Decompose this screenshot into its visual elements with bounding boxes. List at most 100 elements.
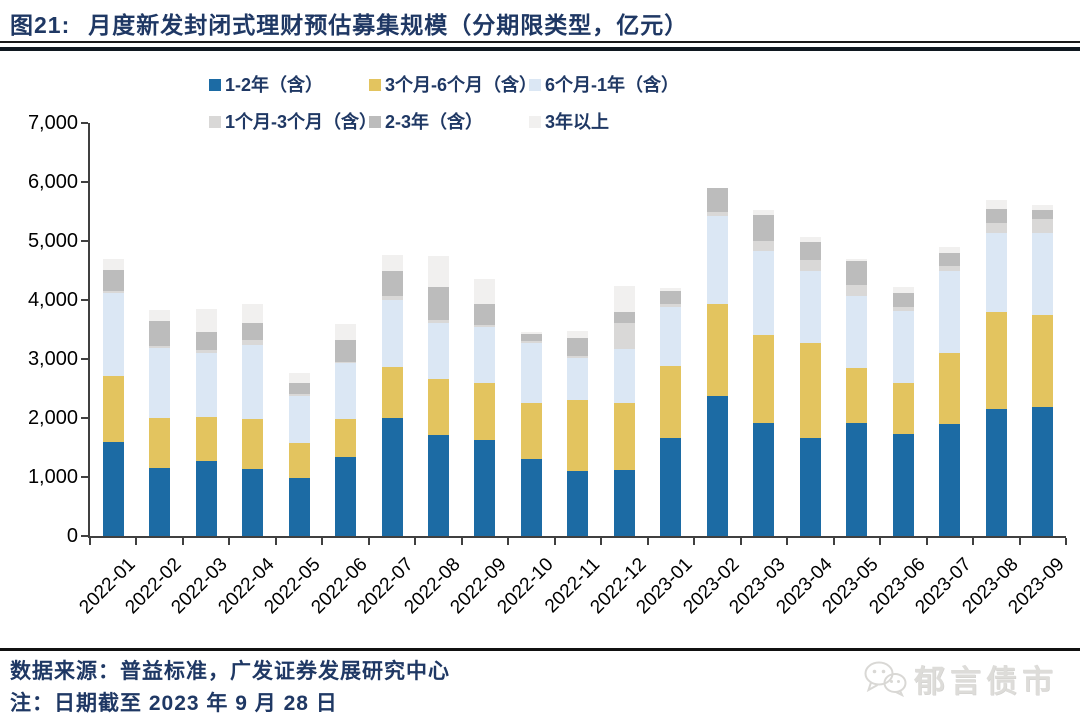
x-tick-mark: [1065, 538, 1067, 545]
y-tick-mark: [81, 240, 88, 242]
legend-item-0: 1-2年（含）: [209, 74, 369, 96]
y-tick-label: 7,000: [27, 112, 78, 134]
bar-segment: [288, 443, 310, 479]
bar-segment: [753, 251, 775, 336]
bar-segment: [939, 246, 961, 254]
bar-segment: [195, 352, 217, 417]
bar-segment: [381, 418, 403, 536]
legend-label: 3个月-6个月（含）: [385, 75, 538, 95]
bar-segment: [288, 396, 310, 444]
x-axis-labels: 2022-01 2022-02 2022-03 2022-04 2022-05 2022-…: [75, 542, 1069, 622]
x-tick-mark: [600, 538, 603, 545]
x-tick-mark: [274, 538, 277, 545]
y-tick-label: 5,000: [27, 230, 78, 252]
bar-segment: [149, 417, 171, 469]
bar-segment: [381, 255, 403, 271]
bar-2022-10: [520, 332, 542, 536]
bar-segment: [1032, 204, 1054, 210]
bar-segment: [660, 303, 682, 308]
bar-segment: [381, 295, 403, 301]
bar-segment: [428, 319, 450, 324]
bar-segment: [520, 459, 542, 536]
bar-segment: [753, 241, 775, 252]
bar-segment: [706, 188, 728, 212]
y-tick-label: 3,000: [27, 348, 78, 370]
bar-slot: [694, 123, 740, 536]
bar-2023-05: [846, 258, 868, 536]
bar-segment: [567, 470, 589, 536]
bar-segment: [102, 441, 124, 536]
bar-segment: [520, 333, 542, 342]
bar-segment: [520, 343, 542, 404]
bar-segment: [799, 259, 821, 272]
bar-segment: [892, 287, 914, 293]
bar-2022-02: [149, 309, 171, 536]
bar-segment: [474, 279, 496, 305]
y-axis-labels: 0 1,000 2,000 3,000 4,000 5,000 6,000 7,000: [0, 112, 78, 547]
bar-segment: [381, 367, 403, 418]
bar-2022-06: [335, 323, 357, 536]
x-tick-mark: [507, 538, 510, 545]
bar-segment: [939, 253, 961, 266]
y-tick-mark: [81, 122, 88, 124]
bar-slot: [136, 123, 182, 536]
y-tick-label: 4,000: [27, 289, 78, 311]
bar-segment: [660, 290, 682, 304]
bar-segment: [195, 416, 217, 461]
y-tick-mark: [81, 181, 88, 183]
x-tick-mark: [646, 538, 649, 545]
title-divider-thin: [0, 41, 1080, 43]
bar-2022-03: [195, 309, 217, 536]
bar-slot: [741, 123, 787, 536]
bar-segment: [428, 378, 450, 436]
bar-segment: [474, 304, 496, 325]
bar-segment: [567, 358, 589, 401]
legend-item-2: 6个月-1年（含）: [529, 74, 679, 96]
legend-label: 1-2年（含）: [225, 75, 324, 95]
y-tick-mark: [81, 358, 88, 360]
bar-segment: [242, 419, 264, 470]
bar-segment: [288, 382, 310, 395]
bar-2022-01: [102, 258, 124, 536]
brand-name: 郁言债市: [914, 664, 1058, 699]
bar-segment: [846, 285, 868, 296]
bar-segment: [985, 199, 1007, 210]
bar-2022-11: [567, 330, 589, 536]
x-tick-mark: [832, 538, 835, 545]
bar-slot: [183, 123, 229, 536]
bar-2023-01: [660, 288, 682, 536]
bar-segment: [660, 366, 682, 439]
bar-2023-07: [939, 246, 961, 536]
bar-segment: [335, 363, 357, 420]
bar-slot: [276, 123, 322, 536]
bar-slot: [90, 123, 136, 536]
x-tick-mark: [460, 538, 463, 545]
bar-segment: [939, 271, 961, 354]
bar-segment: [195, 460, 217, 536]
legend-swatch: [529, 79, 541, 91]
bar-2022-05: [288, 373, 310, 536]
legend-swatch: [209, 79, 221, 91]
y-tick-mark: [81, 299, 88, 301]
bar-segment: [474, 327, 496, 383]
y-tick-label: 6,000: [27, 171, 78, 193]
bar-segment: [660, 307, 682, 367]
bar-slot: [880, 123, 926, 536]
bar-2023-04: [799, 236, 821, 536]
title-divider-thick: [0, 47, 1080, 51]
bar-segment: [892, 382, 914, 434]
bar-segment: [799, 271, 821, 344]
legend-swatch: [209, 116, 221, 128]
bar-segment: [567, 356, 589, 359]
legend-label: 1个月-3个月（含）: [225, 112, 378, 132]
bar-slot: [415, 123, 461, 536]
bar-segment: [1032, 407, 1054, 536]
bar-segment: [149, 347, 171, 418]
bar-segment: [520, 403, 542, 460]
legend-label: 3年以上: [545, 112, 610, 132]
bar-segment: [288, 478, 310, 536]
legend-item-4: 2-3年（含）: [369, 111, 529, 133]
y-tick-mark: [81, 476, 88, 478]
bar-segment: [799, 343, 821, 438]
bar-slot: [508, 123, 554, 536]
